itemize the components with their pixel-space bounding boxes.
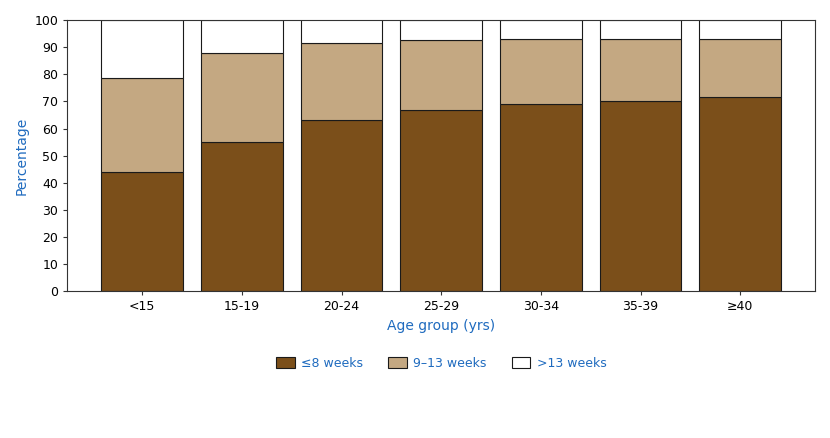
Bar (500, 39, 582, 104)
Bar (300, 19, 383, 43)
X-axis label: Age group (yrs): Age group (yrs) (387, 319, 496, 333)
Bar (201, 142, 283, 291)
Y-axis label: Percentage: Percentage (15, 117, 29, 195)
Bar (700, 97, 781, 291)
Bar (599, 20, 681, 39)
Bar (300, 43, 383, 120)
Bar (101, 78, 183, 172)
Bar (101, 20, 183, 78)
Bar (700, 39, 781, 97)
Bar (599, 39, 681, 101)
Legend: ≤8 weeks, 9–13 weeks, >13 weeks: ≤8 weeks, 9–13 weeks, >13 weeks (271, 352, 611, 375)
Bar (400, 40, 482, 110)
Bar (400, 110, 482, 291)
Bar (500, 20, 582, 39)
Bar (400, 20, 482, 40)
Bar (300, 120, 383, 291)
Bar (599, 101, 681, 291)
Bar (500, 104, 582, 291)
Bar (201, 20, 283, 53)
Bar (700, 20, 781, 39)
Bar (101, 172, 183, 291)
Bar (201, 53, 283, 142)
